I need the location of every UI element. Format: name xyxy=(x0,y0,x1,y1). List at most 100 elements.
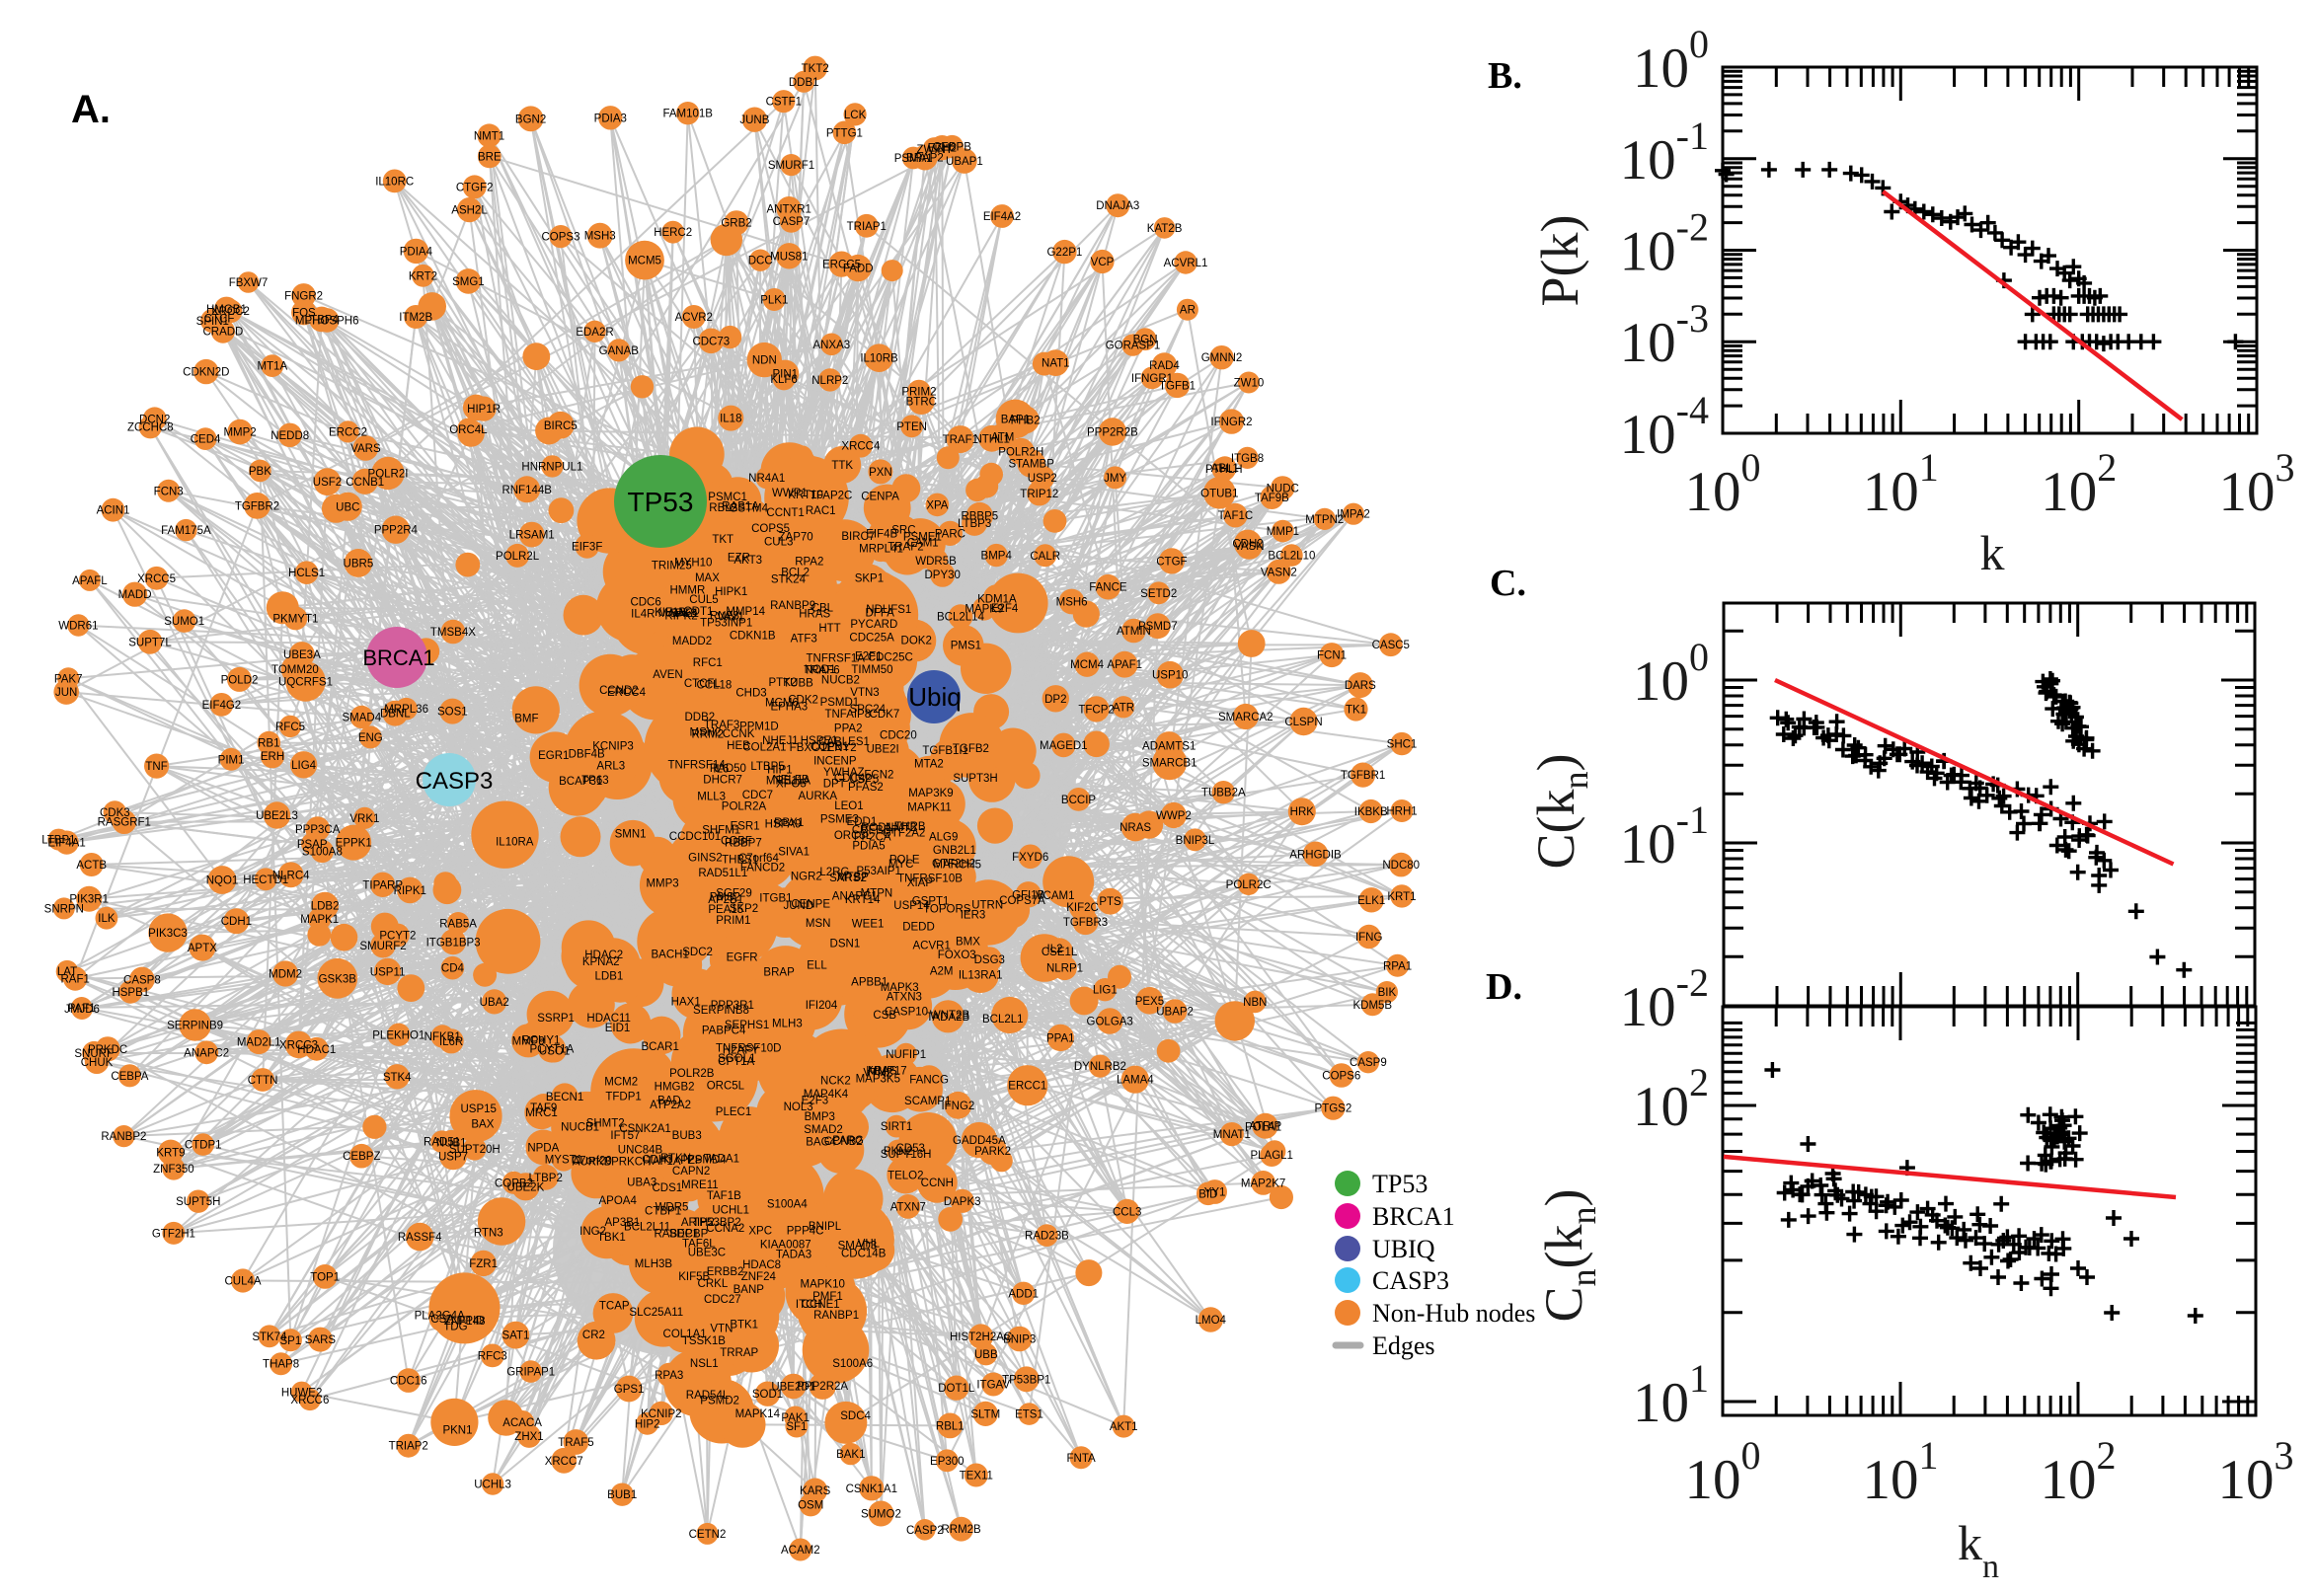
svg-text:POLR2H: POLR2H xyxy=(998,446,1043,458)
svg-text:OTUB1: OTUB1 xyxy=(1200,488,1238,499)
svg-text:PMS1: PMS1 xyxy=(951,641,981,652)
svg-text:RIPK2: RIPK2 xyxy=(664,610,697,622)
svg-text:POLR2A: POLR2A xyxy=(722,800,767,812)
svg-text:INCENP: INCENP xyxy=(813,756,857,768)
svg-text:B.: B. xyxy=(1488,55,1522,97)
svg-text:KRT2: KRT2 xyxy=(409,270,437,282)
svg-text:PTK2: PTK2 xyxy=(769,677,798,689)
svg-text:SSRP1: SSRP1 xyxy=(537,1013,575,1025)
svg-text:IL18: IL18 xyxy=(720,414,741,425)
svg-text:JUND: JUND xyxy=(783,900,813,912)
svg-text:BUB3: BUB3 xyxy=(672,1130,702,1142)
svg-text:ERCC1: ERCC1 xyxy=(1008,1081,1046,1093)
svg-text:BAD: BAD xyxy=(657,1096,681,1107)
svg-text:CASP9: CASP9 xyxy=(1350,1057,1387,1069)
svg-text:LCK: LCK xyxy=(844,110,867,121)
svg-text:HNRNPUL1: HNRNPUL1 xyxy=(521,461,582,473)
svg-text:BGN2: BGN2 xyxy=(515,114,546,125)
svg-text:COPS3: COPS3 xyxy=(542,232,580,244)
svg-text:SMURF1: SMURF1 xyxy=(768,160,814,172)
svg-text:CDC20: CDC20 xyxy=(880,730,917,742)
svg-text:TFCP2: TFCP2 xyxy=(1078,704,1114,716)
svg-text:MCM2: MCM2 xyxy=(604,1077,638,1089)
svg-text:PXN: PXN xyxy=(869,467,892,479)
svg-text:EIF4B: EIF4B xyxy=(866,529,897,541)
svg-text:MAX: MAX xyxy=(695,572,720,584)
svg-text:ATR: ATR xyxy=(1113,702,1134,714)
svg-text:BUB1: BUB1 xyxy=(607,1489,637,1501)
svg-text:D.: D. xyxy=(1486,966,1522,1008)
svg-text:SOS1: SOS1 xyxy=(437,707,468,719)
svg-text:KAT2B: KAT2B xyxy=(1147,223,1183,235)
svg-text:EGFR: EGFR xyxy=(727,951,758,963)
svg-text:PSMA1: PSMA1 xyxy=(894,153,933,165)
svg-text:UCHL1: UCHL1 xyxy=(712,1205,749,1217)
svg-text:AVEN: AVEN xyxy=(653,669,682,681)
svg-text:PPP2R4: PPP2R4 xyxy=(374,525,419,537)
svg-text:RRM2B: RRM2B xyxy=(941,1524,981,1536)
svg-text:POLA1: POLA1 xyxy=(1245,1121,1281,1133)
svg-text:CASP8: CASP8 xyxy=(123,974,161,986)
svg-text:MLL3: MLL3 xyxy=(697,792,726,803)
svg-text:FXYD6: FXYD6 xyxy=(1012,852,1048,864)
svg-text:BRCA1: BRCA1 xyxy=(1372,1202,1455,1231)
svg-text:BTRC: BTRC xyxy=(906,397,937,409)
svg-text:CTTN: CTTN xyxy=(248,1075,278,1087)
svg-text:CASP3: CASP3 xyxy=(416,768,494,795)
svg-text:CASC5: CASC5 xyxy=(1372,640,1410,651)
svg-text:SKP1: SKP1 xyxy=(855,572,884,584)
svg-text:NTHL1: NTHL1 xyxy=(973,433,1009,445)
svg-text:HCLS1: HCLS1 xyxy=(288,568,325,579)
svg-text:SMAD4: SMAD4 xyxy=(342,713,381,724)
svg-text:USP2: USP2 xyxy=(1028,473,1057,485)
svg-text:GANAB: GANAB xyxy=(599,345,640,357)
svg-text:CRADD: CRADD xyxy=(202,327,243,339)
svg-text:ING2: ING2 xyxy=(579,1226,606,1238)
svg-text:CCL3: CCL3 xyxy=(1113,1206,1141,1218)
svg-text:SUPT7L: SUPT7L xyxy=(128,637,172,648)
svg-text:XRCC5: XRCC5 xyxy=(137,573,176,585)
svg-text:MUS81: MUS81 xyxy=(770,251,808,263)
svg-text:GSK3B: GSK3B xyxy=(319,973,357,985)
svg-text:HDAC1: HDAC1 xyxy=(297,1044,336,1056)
svg-text:TEX11: TEX11 xyxy=(960,1471,993,1482)
svg-text:PRKDC: PRKDC xyxy=(88,1044,127,1056)
svg-text:ZNF350: ZNF350 xyxy=(153,1164,194,1176)
svg-text:SLTM: SLTM xyxy=(970,1408,1000,1420)
svg-text:PEA15: PEA15 xyxy=(708,904,743,916)
svg-text:XRCC7: XRCC7 xyxy=(545,1456,583,1468)
svg-text:APOA4: APOA4 xyxy=(599,1195,638,1207)
svg-text:JUN: JUN xyxy=(55,687,77,699)
svg-text:UBE2I: UBE2I xyxy=(866,744,898,756)
svg-text:PLEC1: PLEC1 xyxy=(716,1106,751,1118)
svg-text:BRAP: BRAP xyxy=(763,967,795,979)
svg-text:EDA2R: EDA2R xyxy=(576,327,613,339)
svg-text:IKBKB: IKBKB xyxy=(1354,806,1388,818)
svg-text:ZAP70: ZAP70 xyxy=(779,531,813,543)
svg-text:SERPINB9: SERPINB9 xyxy=(167,1021,223,1032)
svg-text:CTGF: CTGF xyxy=(1156,556,1187,568)
svg-text:USP15: USP15 xyxy=(460,1103,496,1115)
svg-text:NFKB1: NFKB1 xyxy=(425,1031,461,1043)
svg-text:GMNN2: GMNN2 xyxy=(1201,352,1243,364)
svg-text:IFNGR2: IFNGR2 xyxy=(1210,417,1252,428)
svg-text:DPT: DPT xyxy=(823,779,846,791)
svg-text:BCL2L1: BCL2L1 xyxy=(982,1014,1024,1026)
svg-text:TP53: TP53 xyxy=(1372,1170,1428,1198)
svg-text:NBN: NBN xyxy=(1243,997,1267,1009)
svg-text:NDUFS1: NDUFS1 xyxy=(866,604,911,616)
svg-text:ATMIN: ATMIN xyxy=(1117,626,1151,638)
svg-text:ZHX1: ZHX1 xyxy=(514,1431,543,1443)
svg-text:SMARCB1: SMARCB1 xyxy=(1142,758,1197,770)
svg-text:ERCC2: ERCC2 xyxy=(329,426,367,438)
svg-text:MRPL41: MRPL41 xyxy=(859,543,903,555)
svg-text:POLR2C: POLR2C xyxy=(1226,879,1272,891)
svg-text:CDC7: CDC7 xyxy=(742,790,773,801)
svg-text:MAPK3: MAPK3 xyxy=(881,982,919,994)
svg-text:TKT: TKT xyxy=(712,534,733,546)
svg-text:PPA1: PPA1 xyxy=(1046,1032,1075,1044)
svg-text:PIM1: PIM1 xyxy=(218,754,245,766)
svg-text:UBA2: UBA2 xyxy=(480,997,509,1009)
svg-text:MAP3K5: MAP3K5 xyxy=(856,1074,900,1086)
svg-text:SHFM1: SHFM1 xyxy=(702,825,740,837)
